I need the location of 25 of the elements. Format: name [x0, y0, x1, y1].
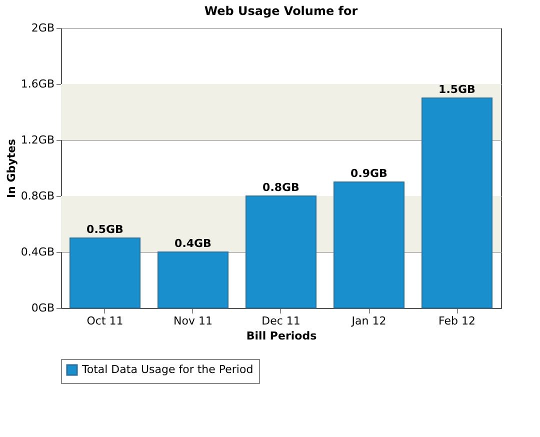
- y-tick-label: 2GB: [31, 22, 54, 34]
- x-tick-label: Nov 11: [174, 314, 212, 328]
- bar: [246, 196, 316, 308]
- data-label: 0.8GB: [262, 181, 300, 194]
- data-label: 0.9GB: [350, 167, 388, 180]
- x-tick-label: Feb 12: [438, 314, 476, 328]
- bar: [334, 182, 404, 308]
- y-tick-label: 1.6GB: [20, 78, 54, 90]
- x-axis-title: Bill Periods: [246, 330, 318, 342]
- x-tick-label: Dec 11: [262, 314, 300, 328]
- data-label: 0.5GB: [86, 223, 124, 236]
- y-axis-title: In Gbytes: [4, 138, 18, 198]
- bar: [422, 98, 492, 308]
- y-tick-label: 1.2GB: [20, 134, 54, 146]
- bar: [70, 238, 140, 308]
- legend-label: Total Data Usage for the Period: [81, 363, 254, 376]
- y-tick-label: 0.4GB: [20, 246, 54, 258]
- y-tick-label: 0.8GB: [20, 190, 54, 202]
- bar: [158, 252, 228, 308]
- chart-title: Web Usage Volume for: [204, 4, 358, 18]
- x-tick-label: Oct 11: [86, 314, 124, 328]
- x-tick-label: Jan 12: [350, 314, 386, 328]
- y-tick-label: 0GB: [31, 302, 54, 314]
- data-label: 1.5GB: [438, 83, 476, 96]
- data-label: 0.4GB: [174, 237, 212, 250]
